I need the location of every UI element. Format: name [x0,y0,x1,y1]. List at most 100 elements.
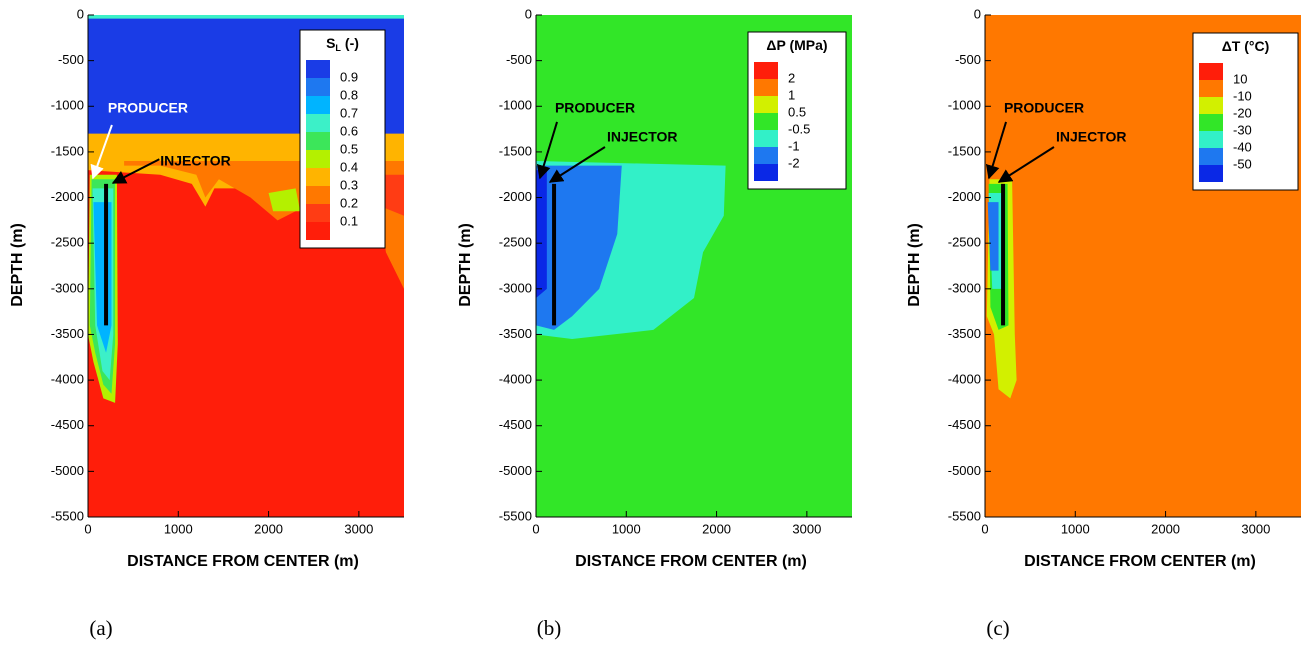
y-axis-title: DEPTH (m) [906,223,923,307]
y-tick-label: -3500 [948,326,981,341]
y-tick-label: -500 [955,52,981,67]
legend-label: -20 [1233,105,1252,120]
y-tick-label: -500 [58,52,84,67]
x-tick-label: 0 [981,521,988,536]
annotation-arrow [111,158,160,184]
legend-swatch [1199,80,1223,97]
y-tick-label: -5000 [499,463,532,478]
annotation: PRODUCER [1004,100,1084,116]
y-tick-label: -2000 [51,189,84,204]
x-tick-label: 2000 [254,521,283,536]
legend-swatch [754,96,778,113]
y-tick-label: -3500 [51,326,84,341]
y-tick-label: 0 [77,6,84,21]
legend-label: -1 [788,138,800,153]
x-tick-label: 2000 [702,521,731,536]
legend-title-subscript: L [335,43,341,53]
annotation-arrow [997,146,1055,183]
contour-region [88,15,404,19]
y-tick-label: -5000 [51,463,84,478]
x-tick-label: 1000 [1061,521,1090,536]
caption: (b) [537,616,562,640]
annotation-arrow [985,121,1007,180]
x-tick-label: 3000 [792,521,821,536]
annotation-arrow [548,146,606,183]
legend-label: 0.6 [340,123,358,138]
y-tick-label: -5500 [948,508,981,523]
annotation: INJECTOR [160,153,231,169]
legend-label: 0.5 [340,141,358,156]
contour-region [268,188,301,212]
legend-label: 0.7 [340,105,358,120]
legend-title-suffix: (-) [345,35,359,51]
contour-region [987,202,999,271]
legend-swatch [1199,148,1223,165]
y-tick-label: -3000 [51,280,84,295]
x-axis-title: DISTANCE FROM CENTER (m) [575,553,807,570]
legend-swatch [306,186,330,204]
legend-label: 0.1 [340,213,358,228]
legend-swatch [754,164,778,181]
legend-label: -2 [788,155,800,170]
legend-swatch [306,222,330,240]
annotation: PRODUCER [555,100,635,116]
x-axis-title: DISTANCE FROM CENTER (m) [127,553,359,570]
legend-title: ΔT (°C) [1222,38,1270,54]
caption: (a) [89,616,112,640]
legend-swatch [306,150,330,168]
y-tick-label: -1000 [51,98,84,113]
y-tick-label: -4000 [948,372,981,387]
y-tick-label: -3000 [499,280,532,295]
y-tick-label: -3500 [499,326,532,341]
legend-label: 0.8 [340,87,358,102]
legend-swatch [754,113,778,130]
legend-swatch [306,168,330,186]
panel: 0-500-1000-1500-2000-2500-3000-3500-4000… [9,6,404,640]
x-tick-label: 2000 [1151,521,1180,536]
y-tick-label: -4500 [948,417,981,432]
legend-label: -0.5 [788,121,810,136]
annotation-arrow [90,124,113,180]
y-tick-label: -2000 [499,189,532,204]
x-axis-title: DISTANCE FROM CENTER (m) [1024,553,1256,570]
legend-label: -30 [1233,122,1252,137]
y-tick-label: -4500 [499,417,532,432]
caption: (c) [986,616,1009,640]
legend-swatch [1199,97,1223,114]
legend-label: -40 [1233,139,1252,154]
x-tick-label: 3000 [1241,521,1270,536]
legend-label: 2 [788,70,795,85]
annotation: INJECTOR [607,129,678,145]
panel: 0-500-1000-1500-2000-2500-3000-3500-4000… [457,6,852,640]
y-tick-label: -4500 [51,417,84,432]
legend-label: 0.2 [340,195,358,210]
y-tick-label: 0 [525,6,532,21]
y-tick-label: -5500 [499,508,532,523]
legend-swatch [306,132,330,150]
legend-title-text: ΔP (MPa) [766,37,827,53]
y-tick-label: -1500 [499,143,532,158]
y-axis-title: DEPTH (m) [9,223,26,307]
y-tick-label: -4000 [499,372,532,387]
legend-swatch [306,96,330,114]
legend-swatch [1199,114,1223,131]
legend-label: 0.5 [788,104,806,119]
y-tick-label: -1000 [948,98,981,113]
legend-swatch [1199,131,1223,148]
legend-title: SL (-) [326,35,359,54]
legend-label: 0.4 [340,159,358,174]
legend-label: 0.3 [340,177,358,192]
x-tick-label: 0 [532,521,539,536]
legend-label: 10 [1233,71,1247,86]
panel: 0-500-1000-1500-2000-2500-3000-3500-4000… [906,6,1301,640]
legend-title: ΔP (MPa) [766,37,827,53]
x-tick-label: 3000 [344,521,373,536]
y-tick-label: -5500 [51,508,84,523]
legend-label: 1 [788,87,795,102]
y-tick-label: -2500 [499,235,532,250]
legend-title-text: ΔT (°C) [1222,38,1270,54]
y-tick-label: -1000 [499,98,532,113]
legend-swatch [754,130,778,147]
legend-swatch [1199,165,1223,182]
